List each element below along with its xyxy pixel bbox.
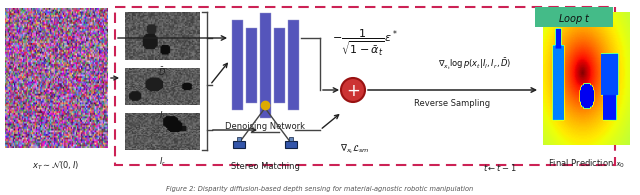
Bar — [287, 20, 298, 110]
Text: $+$: $+$ — [346, 82, 360, 100]
Text: Denoising Network: Denoising Network — [225, 122, 305, 131]
Text: $\nabla_{x_t}\mathcal{L}_{sm}$: $\nabla_{x_t}\mathcal{L}_{sm}$ — [340, 142, 370, 156]
Text: Reverse Sampling: Reverse Sampling — [414, 99, 490, 108]
FancyBboxPatch shape — [285, 141, 297, 148]
FancyBboxPatch shape — [237, 137, 241, 141]
Circle shape — [341, 78, 365, 102]
Bar — [246, 27, 257, 103]
FancyBboxPatch shape — [535, 7, 613, 27]
FancyBboxPatch shape — [289, 137, 293, 141]
Bar — [273, 27, 285, 103]
Text: $t \leftarrow t-1$: $t \leftarrow t-1$ — [483, 162, 517, 173]
Text: $I_r$: $I_r$ — [159, 155, 166, 168]
Text: $-\dfrac{1}{\sqrt{1-\bar{\alpha}_t}}\epsilon^*$: $-\dfrac{1}{\sqrt{1-\bar{\alpha}_t}}\eps… — [332, 28, 398, 58]
Text: Loop $t$: Loop $t$ — [557, 12, 590, 26]
Text: Stereo Matching: Stereo Matching — [230, 162, 300, 171]
Text: $\bar{D}$: $\bar{D}$ — [159, 65, 166, 78]
Text: $I_l$: $I_l$ — [159, 110, 166, 122]
FancyBboxPatch shape — [233, 141, 245, 148]
Bar — [232, 20, 243, 110]
Bar — [259, 12, 271, 118]
Bar — [115, 7, 615, 165]
Text: Final Prediction $\mathcal{x}_0$: Final Prediction $\mathcal{x}_0$ — [548, 158, 624, 170]
Text: $\nabla_{x_t} \log p(x_t|I_l, I_r, \bar{D})$: $\nabla_{x_t} \log p(x_t|I_l, I_r, \bar{… — [438, 57, 511, 72]
Text: $x_T \sim \mathcal{N}(0, I)$: $x_T \sim \mathcal{N}(0, I)$ — [33, 160, 79, 173]
Text: Figure 2: Disparity diffusion-based depth sensing for material-agnostic robotic : Figure 2: Disparity diffusion-based dept… — [166, 186, 474, 192]
